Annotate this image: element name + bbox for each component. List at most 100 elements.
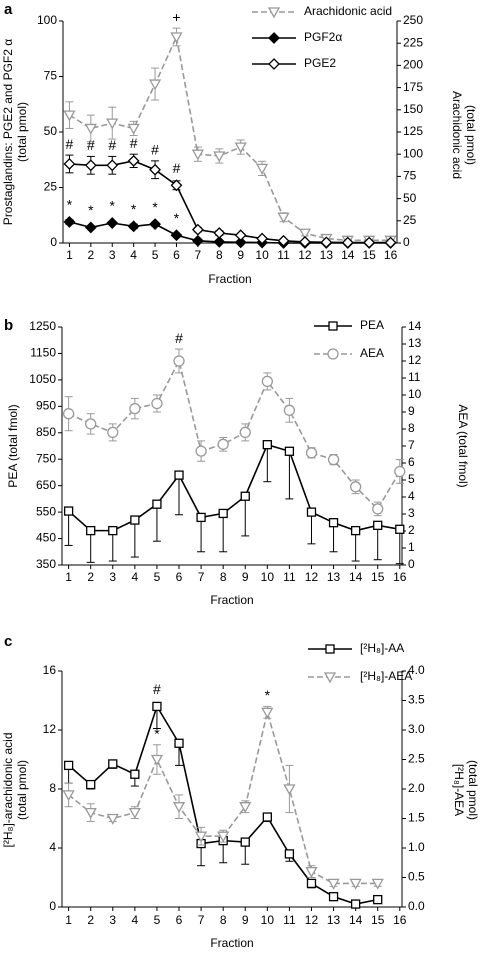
marker [191, 223, 204, 236]
marker [305, 866, 318, 878]
marker [152, 701, 162, 712]
marker [62, 790, 75, 802]
marker [256, 163, 269, 175]
legend-marker [327, 348, 339, 360]
marker [148, 79, 162, 91]
marker [130, 769, 140, 779]
y2-tick-label: 50 [403, 191, 417, 205]
x-tick-label: 11 [283, 570, 296, 584]
marker [283, 784, 296, 796]
marker [341, 236, 354, 249]
annotation: # [153, 681, 161, 697]
marker [194, 831, 208, 843]
x-tick-label: 2 [87, 913, 94, 927]
marker [349, 481, 362, 493]
x-tick-label: 6 [176, 570, 183, 584]
marker [395, 524, 405, 534]
marker [151, 397, 163, 410]
marker [63, 506, 74, 516]
marker [277, 234, 290, 247]
legend-label: PGE2 [304, 56, 336, 70]
marker [299, 235, 311, 248]
marker [373, 894, 383, 905]
marker [130, 515, 140, 525]
annotation: # [130, 135, 138, 151]
x-tick-label: 16 [393, 913, 407, 927]
annotation: * [154, 725, 160, 741]
x-axis-label: Fraction [208, 272, 251, 286]
marker [63, 215, 76, 228]
marker [106, 118, 119, 130]
y-tick-label: 12 [43, 722, 57, 736]
x-tick-label: 4 [132, 570, 139, 584]
x-tick-label: 11 [283, 913, 296, 927]
panel-label: c [4, 633, 12, 650]
y2-tick-label: 7 [408, 438, 415, 452]
y2-tick-label: 12 [408, 353, 422, 367]
y-tick-label: 650 [36, 478, 56, 492]
series-line [68, 443, 400, 532]
y-tick-label: 950 [36, 399, 56, 413]
x-tick-label: 7 [198, 913, 205, 927]
y-tick-label: 4 [49, 840, 56, 854]
marker [350, 899, 361, 909]
x-tick-label: 3 [109, 570, 116, 584]
y-tick-label: 1150 [30, 346, 56, 360]
y-axis-label: PEA (total fmol) [6, 404, 20, 487]
legend-label: AEA [360, 346, 384, 360]
y-tick-label: 550 [36, 504, 56, 518]
marker [262, 440, 272, 450]
marker [174, 738, 184, 748]
marker [262, 812, 272, 822]
marker [86, 525, 96, 536]
marker [63, 760, 74, 771]
x-axis-label: Fraction [210, 593, 253, 607]
annotation: # [173, 160, 181, 176]
y2-tick-label: 0 [408, 557, 415, 571]
marker [196, 512, 206, 523]
marker [62, 408, 75, 420]
series-line [68, 704, 378, 905]
y2-axis-label: (total pmol) [464, 105, 478, 165]
x-tick-label: 1 [65, 570, 72, 584]
legend-label: [²H₈]-AEA [360, 669, 412, 683]
marker [63, 158, 76, 170]
marker [129, 402, 141, 415]
legend-label: PEA [360, 318, 384, 332]
series-line [69, 34, 391, 242]
marker [327, 453, 340, 466]
panel-label: a [4, 1, 13, 18]
y-tick-label: 350 [36, 557, 56, 571]
legend-label: PGF2α [304, 30, 342, 44]
marker [327, 878, 340, 890]
legend-marker [267, 7, 281, 19]
x-tick-label: 13 [327, 913, 341, 927]
x-tick-label: 3 [109, 913, 116, 927]
annotation: * [152, 199, 158, 215]
x-tick-label: 9 [242, 913, 249, 927]
marker [239, 802, 252, 814]
x-tick-label: 16 [384, 248, 398, 262]
x-tick-label: 12 [305, 570, 319, 584]
marker [217, 831, 230, 843]
marker [371, 878, 384, 890]
y-tick-label: 100 [37, 13, 57, 27]
marker [350, 525, 361, 536]
x-tick-label: 8 [216, 248, 223, 262]
legend-label: Arachidonic acid [304, 4, 392, 18]
x-tick-label: 7 [195, 248, 202, 262]
marker [261, 375, 273, 388]
marker [234, 142, 247, 154]
marker [283, 404, 296, 416]
x-tick-label: 5 [154, 570, 161, 584]
y-tick-label: 16 [43, 663, 57, 677]
annotation: + [172, 9, 180, 25]
marker [217, 438, 229, 450]
x-tick-label: 14 [341, 248, 355, 262]
x-tick-label: 12 [298, 248, 312, 262]
annotation: # [175, 330, 183, 346]
annotation: # [87, 137, 95, 153]
marker [240, 491, 250, 501]
marker [239, 426, 251, 439]
y-tick-label: 0 [50, 235, 57, 249]
